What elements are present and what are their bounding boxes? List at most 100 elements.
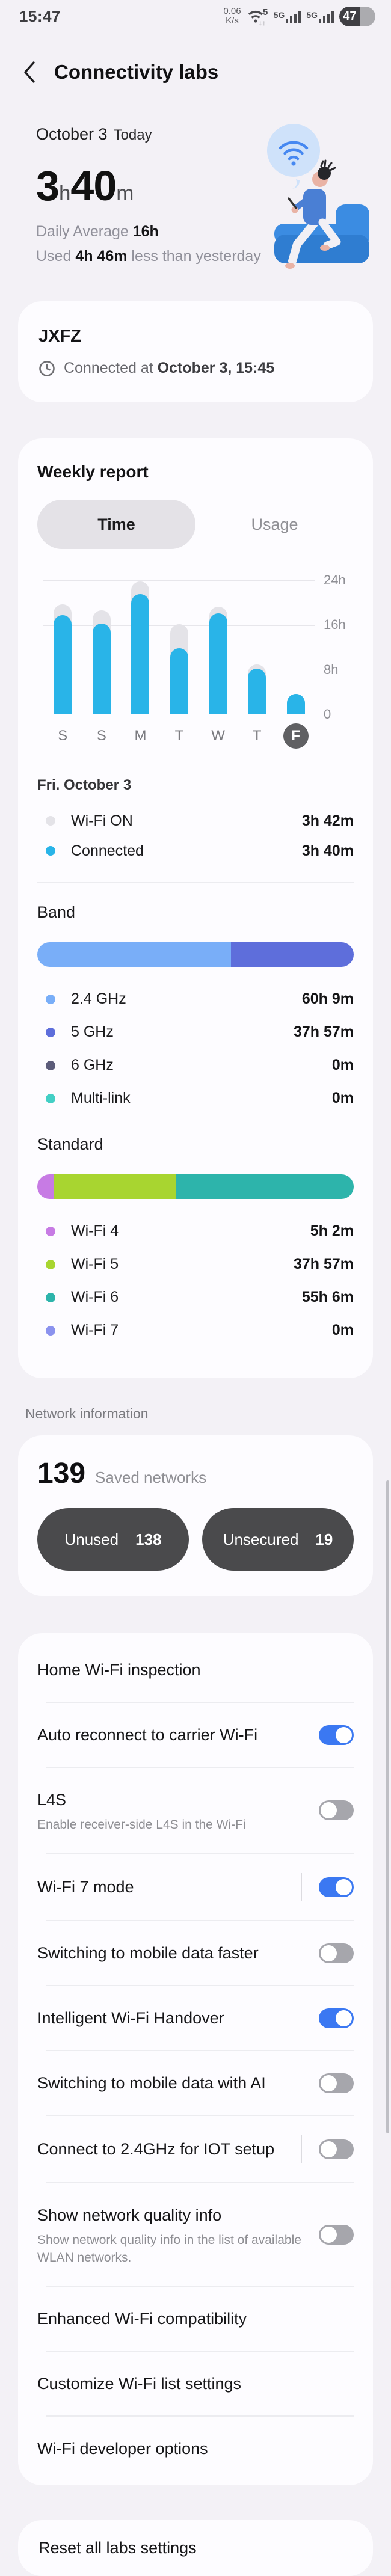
settings-item-label: Home Wi-Fi inspection [37, 1661, 201, 1679]
settings-item-show-network-quality[interactable]: Show network quality info Show network qu… [37, 2183, 354, 2286]
settings-item-wifi-developer-options[interactable]: Wi-Fi developer options [37, 2417, 354, 2480]
weekly-chart-bars [43, 580, 315, 714]
chart-bar-5[interactable] [199, 580, 238, 714]
band-distribution-bar [37, 942, 354, 967]
row-separator [301, 2135, 302, 2163]
auto-reconnect-carrier-wifi-toggle[interactable] [319, 1725, 354, 1745]
legend-label: Wi-Fi 5 [71, 1256, 119, 1272]
cellular-signal-icon-2: 5G [306, 8, 334, 24]
chart-bar-4[interactable] [160, 580, 199, 714]
switch-mobile-data-ai-toggle[interactable] [319, 2073, 354, 2093]
current-connection-card[interactable]: JXFZ Connected at October 3, 15:45 [18, 301, 373, 402]
settings-item-connect-24ghz-iot[interactable]: Connect to 2.4GHz for IOT setup [37, 2116, 354, 2182]
legend-row-2-4ghz: 2.4 GHz 60h 9m [37, 983, 354, 1016]
legend-row-wifi7: Wi-Fi 7 0m [37, 1314, 354, 1347]
svg-text:5: 5 [263, 7, 268, 17]
toggle-knob [336, 1878, 352, 1895]
chart-bar-3[interactable] [121, 580, 160, 714]
toggle-knob [321, 2075, 337, 2091]
list-divider [46, 2182, 354, 2183]
back-icon[interactable] [23, 60, 36, 84]
usage-comparison: Used 4h 46m less than yesterday [36, 248, 261, 265]
labs-settings-list: Home Wi-Fi inspection Auto reconnect to c… [18, 1633, 373, 2485]
segment-2-4ghz [37, 942, 232, 967]
legend-dot-multi-link [46, 1093, 55, 1103]
band-section-title: Band [37, 903, 76, 921]
legend-dot-wifi6 [46, 1292, 55, 1302]
tab-usage[interactable]: Usage [251, 515, 298, 533]
legend-dot-wifi-on [46, 816, 55, 826]
row-separator [301, 1873, 302, 1901]
settings-item-intelligent-wifi-handover[interactable]: Intelligent Wi-Fi Handover [37, 1986, 354, 2050]
weekly-usage-chart: 24h 16h 8h 0 [43, 572, 346, 722]
day-label-7[interactable]: F [276, 723, 315, 749]
settings-item-customize-wifi-list[interactable]: Customize Wi-Fi list settings [37, 2352, 354, 2415]
legend-dot-wifi4 [46, 1226, 55, 1236]
day-label-6[interactable]: T [252, 728, 262, 744]
wifi7-mode-toggle[interactable] [319, 1877, 354, 1897]
settings-item-label: Connect to 2.4GHz for IOT setup [37, 2140, 275, 2158]
settings-item-l4s[interactable]: L4S Enable receiver-side L4S in the Wi-Fi [37, 1768, 354, 1853]
legend-dot-wifi5 [46, 1259, 55, 1269]
chart-bar-1[interactable] [43, 580, 82, 714]
day-label-5[interactable]: W [211, 728, 225, 744]
legend-row-wifi6: Wi-Fi 6 55h 6m [37, 1281, 354, 1314]
legend-label: Wi-Fi 6 [71, 1289, 119, 1305]
day-label-4[interactable]: T [174, 728, 184, 744]
legend-row-5ghz: 5 GHz 37h 57m [37, 1016, 354, 1049]
wifi-couch-illustration [265, 121, 373, 275]
settings-item-switch-mobile-data-faster[interactable]: Switching to mobile data faster [37, 1921, 354, 1985]
day-label-1[interactable]: S [58, 728, 68, 744]
settings-item-label: Wi-Fi developer options [37, 2440, 208, 2458]
standard-legend: Wi-Fi 4 5h 2m Wi-Fi 5 37h 57m Wi-Fi 6 55h 6m W… [37, 1215, 354, 1347]
settings-item-auto-reconnect-carrier-wifi[interactable]: Auto reconnect to carrier Wi-Fi [37, 1703, 354, 1767]
tab-time[interactable]: Time [37, 500, 196, 549]
chart-bar-2[interactable] [82, 580, 122, 714]
list-divider [46, 2415, 354, 2417]
day-label-3[interactable]: M [134, 728, 147, 744]
switch-mobile-data-faster-toggle[interactable] [319, 1943, 354, 1963]
legend-value: 60h 9m [301, 990, 354, 1007]
chart-bar-6[interactable] [238, 580, 277, 714]
connect-24ghz-iot-toggle[interactable] [319, 2139, 354, 2159]
status-bar: 15:47 0.06 K/s 5 ↓↑ 5G 5G [0, 0, 391, 29]
list-divider [46, 2115, 354, 2116]
l4s-toggle[interactable] [319, 1800, 354, 1820]
reset-labs-label: Reset all labs settings [38, 2539, 197, 2557]
settings-item-switch-mobile-data-ai[interactable]: Switching to mobile data with AI [37, 2051, 354, 2115]
settings-item-sublabel: Show network quality info in the list of… [37, 2233, 301, 2265]
show-network-quality-toggle[interactable] [319, 2224, 354, 2245]
scrollbar[interactable] [386, 1480, 389, 2133]
settings-item-enhanced-wifi-compat[interactable]: Enhanced Wi-Fi compatibility [37, 2287, 354, 2351]
connected-ssid: JXFZ [38, 327, 81, 346]
intelligent-wifi-handover-toggle[interactable] [319, 2008, 354, 2028]
day-label-2[interactable]: S [96, 728, 106, 744]
chart-bar-7[interactable] [276, 580, 315, 714]
legend-value: 5h 2m [310, 1222, 354, 1239]
report-tabs: Time Usage [37, 500, 354, 549]
network-speed: 0.06 K/s [223, 6, 241, 26]
battery-icon: 47 [339, 6, 375, 26]
band-legend: 2.4 GHz 60h 9m 5 GHz 37h 57m 6 GHz 0m Multi-li… [37, 983, 354, 1115]
selected-day-header: Fri. October 3 [37, 777, 132, 793]
connected-bar [209, 613, 227, 714]
day-usage-legend: Wi-Fi ON 3h 42m Connected 3h 40m [37, 806, 354, 866]
connected-bar [170, 648, 189, 714]
ytick-label: 8h [324, 661, 339, 677]
cellular-signal-icon-1: 5G [274, 8, 301, 24]
legend-value: 0m [331, 1090, 354, 1106]
wifi-status-icon: 5 ↓↑ [247, 6, 268, 26]
legend-value: 55h 6m [301, 1289, 354, 1305]
settings-item-label: Enhanced Wi-Fi compatibility [37, 2310, 247, 2328]
weekly-report-card: Weekly report Time Usage 24h 16h 8h 0 S S M T W… [18, 438, 373, 1378]
settings-item-home-wifi-inspection[interactable]: Home Wi-Fi inspection [37, 1638, 354, 1702]
settings-item-wifi7-mode[interactable]: Wi-Fi 7 mode [37, 1854, 354, 1920]
settings-item-label: L4S [37, 1791, 67, 1809]
gridline-24h [43, 580, 315, 581]
unsecured-networks-button[interactable]: Unsecured 19 [202, 1508, 354, 1571]
unused-networks-button[interactable]: Unused 138 [37, 1508, 189, 1571]
app-header: Connectivity labs [0, 29, 391, 100]
reset-labs-card[interactable]: Reset all labs settings [18, 2520, 373, 2576]
legend-label: Connected [71, 842, 144, 859]
